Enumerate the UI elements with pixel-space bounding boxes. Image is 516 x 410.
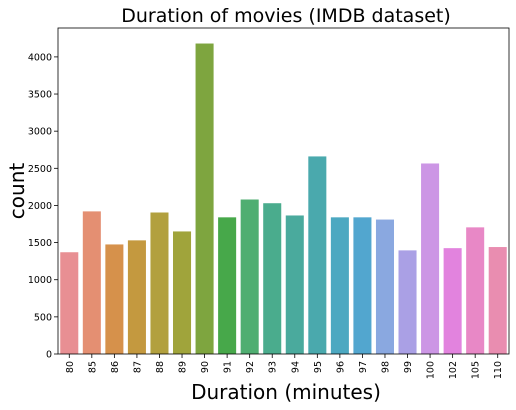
bar-98 (375, 219, 394, 354)
bar-93 (263, 203, 282, 354)
x-tick-label: 90 (200, 361, 211, 373)
y-tick-label: 1500 (28, 238, 52, 249)
y-tick-label: 2000 (28, 201, 52, 212)
x-tick-label: 99 (403, 361, 414, 373)
x-tick-label: 110 (493, 361, 504, 379)
y-axis-label: count (5, 163, 29, 220)
plot-frame (57, 27, 510, 355)
bar-110 (488, 247, 507, 354)
x-tick-label: 89 (178, 361, 189, 373)
bar-80 (60, 252, 79, 354)
x-tick-label: 92 (245, 361, 256, 373)
bar-105 (466, 227, 485, 354)
bar-92 (240, 199, 259, 354)
bar-100 (421, 163, 440, 354)
bar-97 (353, 217, 372, 354)
bar-95 (308, 156, 327, 354)
x-tick-label: 87 (132, 361, 143, 373)
x-tick-label: 94 (290, 361, 301, 373)
x-tick-label: 96 (335, 361, 346, 373)
y-tick-label: 1000 (28, 275, 52, 286)
x-axis-label: Duration (minutes) (191, 380, 381, 404)
x-tick-label: 93 (268, 361, 279, 373)
y-tick-label: 2500 (28, 164, 52, 175)
bar-102 (443, 248, 462, 354)
x-tick-label: 100 (426, 361, 437, 379)
y-tick-label: 500 (34, 312, 52, 323)
bar-89 (173, 231, 192, 354)
bar-87 (127, 240, 146, 354)
chart-title: Duration of movies (IMDB dataset) (121, 5, 451, 27)
y-axis: 0 500 1000 1500 2000 2500 3000 3500 4000 (28, 52, 58, 361)
bar-99 (398, 250, 417, 354)
bar-86 (105, 244, 124, 354)
y-tick-label: 0 (46, 350, 52, 361)
bar-88 (150, 212, 169, 354)
x-tick-label: 85 (87, 361, 98, 373)
bar-90 (195, 43, 214, 355)
x-tick-label: 97 (358, 361, 369, 373)
x-tick-label: 91 (223, 361, 234, 373)
y-tick-label: 4000 (28, 52, 52, 63)
y-tick-label: 3000 (28, 127, 52, 138)
x-tick-label: 95 (313, 361, 324, 373)
bar-85 (82, 211, 101, 354)
bar-91 (218, 217, 237, 354)
x-tick-label: 80 (65, 361, 76, 373)
bars-group (60, 43, 507, 355)
x-tick-label: 86 (110, 361, 121, 373)
bar-94 (285, 215, 304, 354)
x-tick-label: 98 (380, 361, 391, 373)
x-axis: 80 85 86 87 88 89 90 91 92 93 94 95 96 97 98 99 100 102 10… (65, 354, 504, 379)
x-tick-label: 88 (155, 361, 166, 373)
y-tick-label: 3500 (28, 90, 52, 101)
bar-96 (330, 217, 349, 354)
x-tick-label: 105 (471, 361, 482, 379)
x-tick-label: 102 (448, 361, 459, 379)
